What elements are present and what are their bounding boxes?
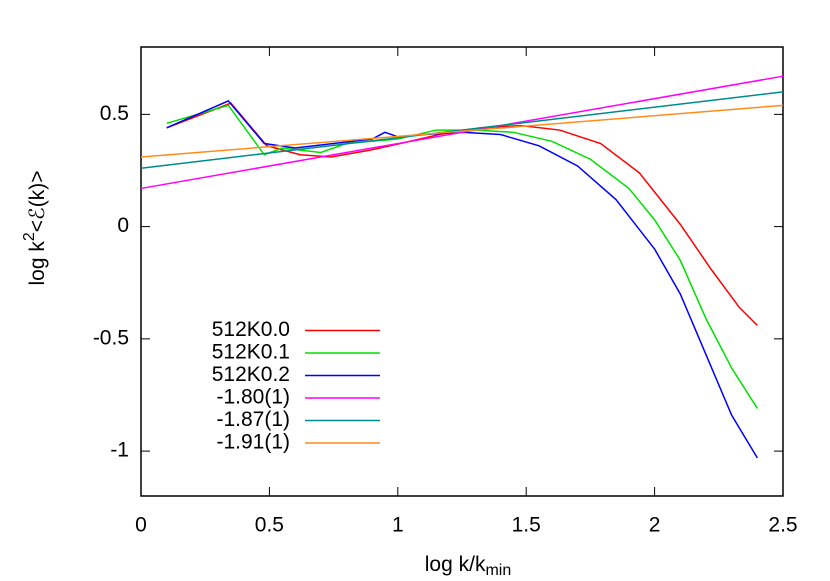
legend-label: -1.91(1) [216, 431, 290, 454]
legend-label: 512K0.2 [212, 363, 290, 386]
x-tick-label: 0.5 [255, 514, 284, 537]
series-line [140, 91, 784, 169]
y-label-sup: 2 [21, 232, 38, 241]
x-tick-label: 2.5 [768, 514, 797, 537]
x-tick-label: 1 [392, 514, 404, 537]
legend-label: 512K0.0 [212, 318, 290, 341]
legend-label: -1.80(1) [216, 386, 290, 409]
series-line [166, 104, 758, 409]
y-tick-label: 0 [117, 214, 129, 237]
series-line [140, 104, 784, 158]
y-tick-label: -1 [110, 439, 129, 462]
x-tick-label: 1.5 [512, 514, 541, 537]
x-axis-label: log k/kmin [425, 553, 511, 580]
legend-label: -1.87(1) [216, 408, 290, 431]
x-tick-label: 2 [649, 514, 661, 537]
y-tick-label: 0.5 [100, 102, 129, 125]
series-line [166, 102, 758, 326]
y-label-text: log k [26, 241, 49, 286]
x-label-sub: min [485, 562, 511, 579]
y-axis-label: log k2<ℰ(k)> [21, 171, 48, 286]
series-line [140, 75, 784, 190]
plot-frame [140, 46, 784, 497]
y-label-text: <ℰ(k)> [26, 171, 49, 233]
y-tick-label: -0.5 [93, 326, 129, 349]
legend-label: 512K0.1 [212, 341, 290, 364]
x-label-text: log k/k [425, 553, 486, 576]
x-tick-label: 0 [135, 514, 147, 537]
